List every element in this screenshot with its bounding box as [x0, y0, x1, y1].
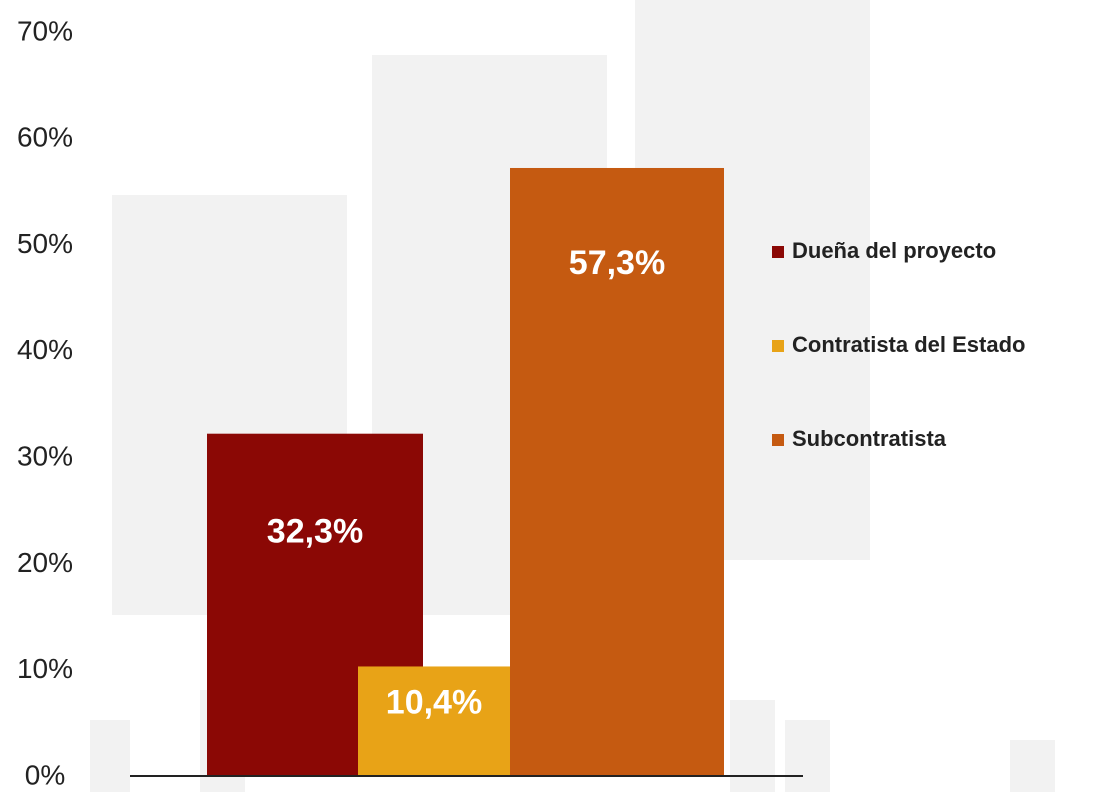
- legend-label: Subcontratista: [792, 426, 947, 451]
- page: 0% 10% 20% 30% 40% 50% 60% 70% 32,3% 10,4% 57,3% Du…: [0, 0, 1112, 792]
- value-label: 57,3%: [569, 244, 665, 282]
- watermark-shape: [785, 720, 830, 792]
- watermark-shape: [90, 720, 130, 792]
- y-tick-label: 0%: [25, 759, 65, 790]
- chart: 0% 10% 20% 30% 40% 50% 60% 70% 32,3% 10,4% 57,3% Du…: [0, 0, 1112, 792]
- legend-swatch: [772, 246, 784, 258]
- y-tick-label: 60%: [17, 122, 73, 153]
- legend-swatch: [772, 340, 784, 352]
- legend-label: Dueña del proyecto: [792, 238, 996, 263]
- y-tick-label: 50%: [17, 228, 73, 259]
- y-tick-label: 40%: [17, 334, 73, 365]
- watermark-shape: [730, 700, 775, 792]
- value-label: 32,3%: [267, 513, 363, 551]
- value-label: 10,4%: [386, 683, 482, 721]
- y-tick-label: 70%: [17, 15, 73, 46]
- legend-label: Contratista del Estado: [792, 332, 1025, 357]
- y-tick-label: 10%: [17, 653, 73, 684]
- y-tick-label: 20%: [17, 547, 73, 578]
- legend-swatch: [772, 434, 784, 446]
- watermark-shape: [1010, 740, 1055, 792]
- y-tick-label: 30%: [17, 441, 73, 472]
